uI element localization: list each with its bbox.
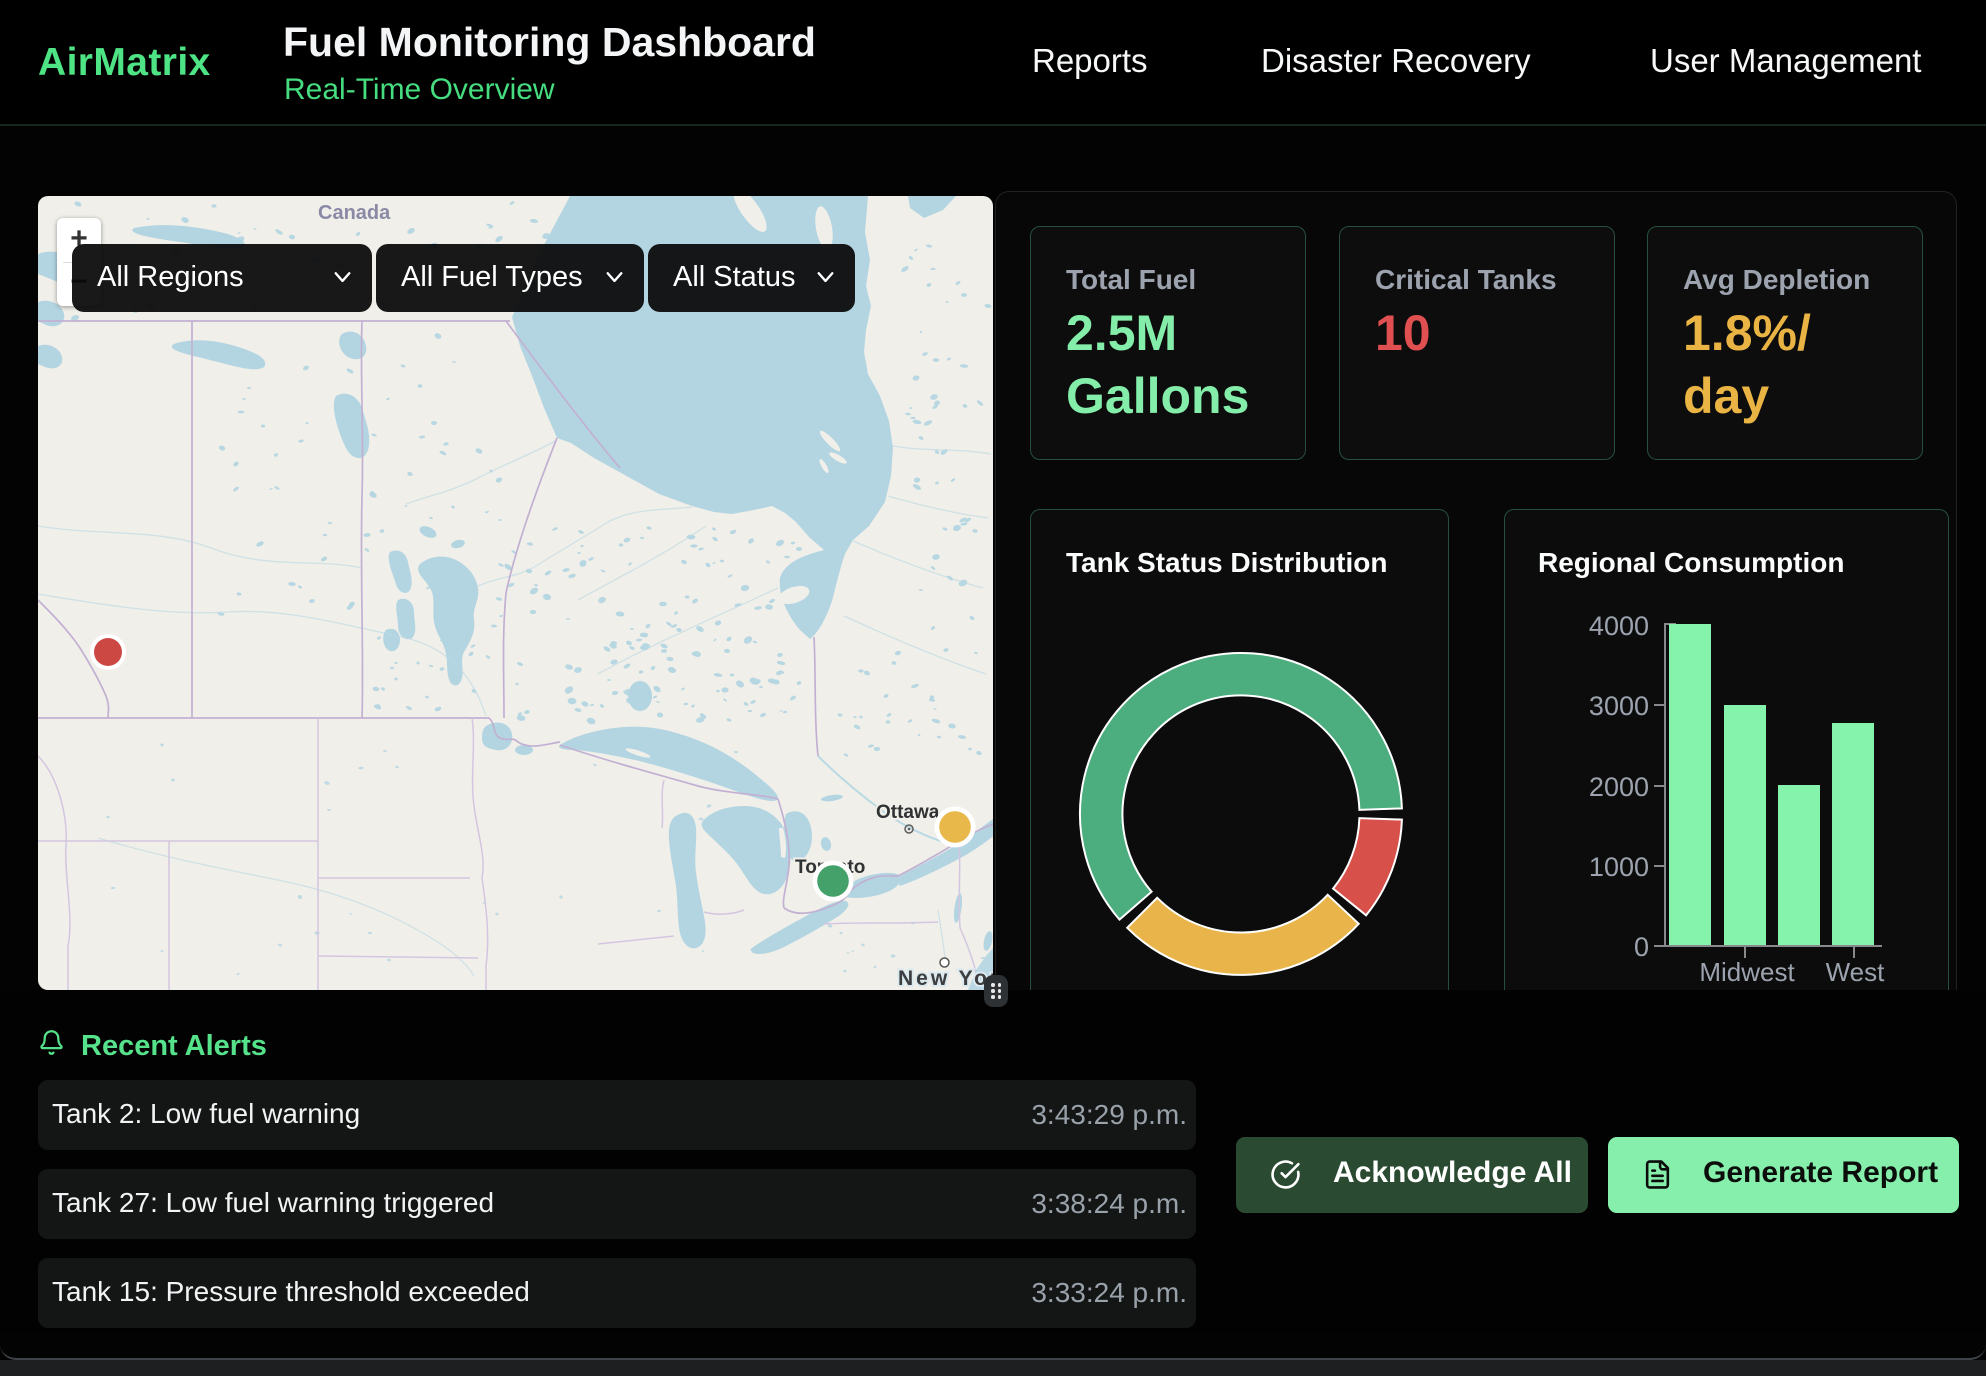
svg-text:New York: New York <box>898 967 993 990</box>
svg-text:Ottawa: Ottawa <box>876 802 940 823</box>
svg-text:Canada: Canada <box>318 202 391 224</box>
